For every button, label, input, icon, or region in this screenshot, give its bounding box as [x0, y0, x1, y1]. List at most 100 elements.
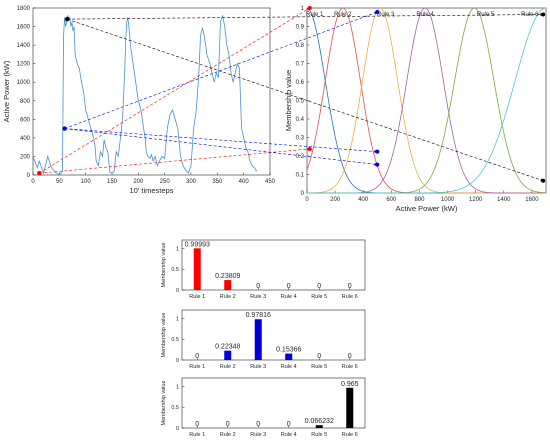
plot-area — [181, 309, 366, 361]
x-tick-label: Rule 4 — [281, 364, 297, 370]
y-tick-label: 0.5 — [171, 267, 179, 273]
membership-bar-chart-blue: 0 0.5 1 Membership value Rule 1 0 Rule 2 0.2234… — [161, 309, 366, 370]
bar-value-label: 0 — [195, 421, 199, 428]
x-tick-label: Rule 4 — [281, 294, 297, 300]
bar-rule-4 — [285, 353, 293, 360]
y-tick-label: 1000 — [17, 80, 31, 86]
bar-value-label: 0 — [317, 283, 321, 290]
y-tick-label: 0.5 — [171, 337, 179, 343]
membership-function-chart: 0 200 400 600 800 1000 1200 1400 1600 0 0.1 0.2 0.3 0… — [284, 6, 547, 213]
x-tick-label: 1000 — [441, 197, 455, 203]
plot-area — [32, 7, 271, 176]
x-tick-label: 150 — [107, 179, 118, 185]
x-tick-label: 200 — [330, 197, 341, 203]
connector-arrow — [67, 18, 544, 182]
membership-point — [375, 149, 380, 154]
y-tick-label: 1 — [301, 6, 305, 12]
y-tick-label: 0.5 — [171, 405, 179, 411]
y-tick-label: 0.2 — [296, 154, 305, 160]
y-tick-label: 400 — [20, 136, 31, 142]
bar-value-label: 0 — [348, 353, 352, 360]
x-tick-label: Rule 1 — [189, 432, 205, 438]
sample-point — [62, 126, 67, 131]
membership-point — [307, 146, 312, 151]
x-tick-label: 450 — [265, 179, 276, 185]
connector-arrow — [39, 147, 311, 174]
rule-label: Rule 1 — [306, 12, 324, 18]
connector-arrows — [37, 6, 546, 183]
y-tick-label: 0.8 — [296, 43, 305, 49]
rule-label: Rule 4 — [416, 12, 434, 18]
x-tick-label: 1400 — [497, 197, 511, 203]
y-tick-label: 1 — [176, 246, 179, 252]
bar-rule-3 — [254, 319, 262, 360]
y-axis-label: Active Power (kW) — [2, 60, 11, 122]
x-tick-label: 0 — [31, 179, 35, 185]
connector-arrow — [64, 11, 378, 129]
x-tick-label: Rule 5 — [311, 294, 327, 300]
bar-rule-2 — [224, 350, 232, 360]
membership-point — [541, 12, 546, 17]
y-axis-label: Membership value — [161, 381, 167, 426]
x-tick-label: Rule 2 — [220, 294, 236, 300]
bar-rule-1 — [193, 248, 201, 290]
y-tick-label: 800 — [20, 99, 31, 105]
bar-value-label: 0.23809 — [215, 273, 240, 280]
bar-value-label: 0 — [317, 353, 321, 360]
x-tick-label: Rule 1 — [189, 364, 205, 370]
x-tick-label: 200 — [133, 179, 144, 185]
x-tick-label: Rule 3 — [250, 364, 266, 370]
bar-value-label: 0.965 — [341, 381, 359, 388]
y-tick-label: 0.7 — [296, 62, 305, 68]
bar-value-label: 0.22348 — [215, 344, 240, 351]
x-tick-label: 0 — [305, 197, 309, 203]
x-tick-label: Rule 3 — [250, 294, 266, 300]
x-tick-label: 1600 — [525, 197, 539, 203]
x-axis-label: 10' timesteps — [130, 186, 174, 195]
x-tick-label: 100 — [81, 179, 92, 185]
x-tick-label: 250 — [160, 179, 171, 185]
bar-value-label: 0 — [287, 421, 291, 428]
membership-point — [541, 178, 546, 183]
sample-point — [65, 16, 70, 22]
x-tick-label: Rule 5 — [311, 432, 327, 438]
x-tick-label: Rule 3 — [250, 432, 266, 438]
bar-value-label: 0 — [195, 353, 199, 360]
y-tick-label: 0.6 — [296, 80, 305, 86]
y-tick-label: 0 — [27, 173, 31, 179]
bar-value-label: 0 — [256, 283, 260, 290]
x-tick-label: 300 — [186, 179, 197, 185]
x-tick-label: 800 — [414, 197, 425, 203]
bar-value-label: 0.97816 — [246, 312, 271, 319]
x-tick-label: Rule 2 — [220, 432, 236, 438]
y-tick-label: 600 — [20, 117, 31, 123]
rule-label: Rule 2 — [334, 12, 352, 18]
bar-value-label: 0.15366 — [276, 347, 301, 354]
y-tick-label: 0.3 — [296, 136, 305, 142]
membership-bar-chart-red: 0 0.5 1 Membership value Rule 1 0.99993 Rule 2… — [161, 239, 366, 300]
y-tick-label: 1 — [176, 384, 179, 390]
x-tick-label: Rule 6 — [342, 294, 358, 300]
y-tick-label: 1200 — [17, 62, 31, 68]
rule-label: Rule 6 — [521, 12, 539, 18]
y-tick-label: 0 — [176, 426, 179, 432]
y-tick-label: 0 — [176, 288, 179, 294]
y-tick-label: 0.4 — [296, 117, 305, 123]
membership-curve-rule-6 — [307, 7, 547, 194]
y-axis-label: Membership value — [161, 243, 167, 288]
x-tick-label: Rule 5 — [311, 364, 327, 370]
bar-rule-6 — [346, 387, 354, 428]
y-tick-label: 0.9 — [296, 25, 305, 31]
x-tick-label: Rule 4 — [281, 432, 297, 438]
membership-point — [307, 6, 312, 11]
x-tick-label: 50 — [56, 179, 63, 185]
y-axis-label: Membership value — [284, 70, 293, 131]
power-series-line — [32, 15, 258, 176]
bar-value-label: 0.99993 — [185, 241, 210, 248]
y-tick-label: 0 — [176, 358, 179, 364]
y-tick-label: 1800 — [17, 6, 31, 12]
x-axis-label: Active Power (kW) — [396, 204, 458, 213]
y-tick-label: 0.1 — [296, 173, 305, 179]
bar-value-label: 0 — [256, 421, 260, 428]
